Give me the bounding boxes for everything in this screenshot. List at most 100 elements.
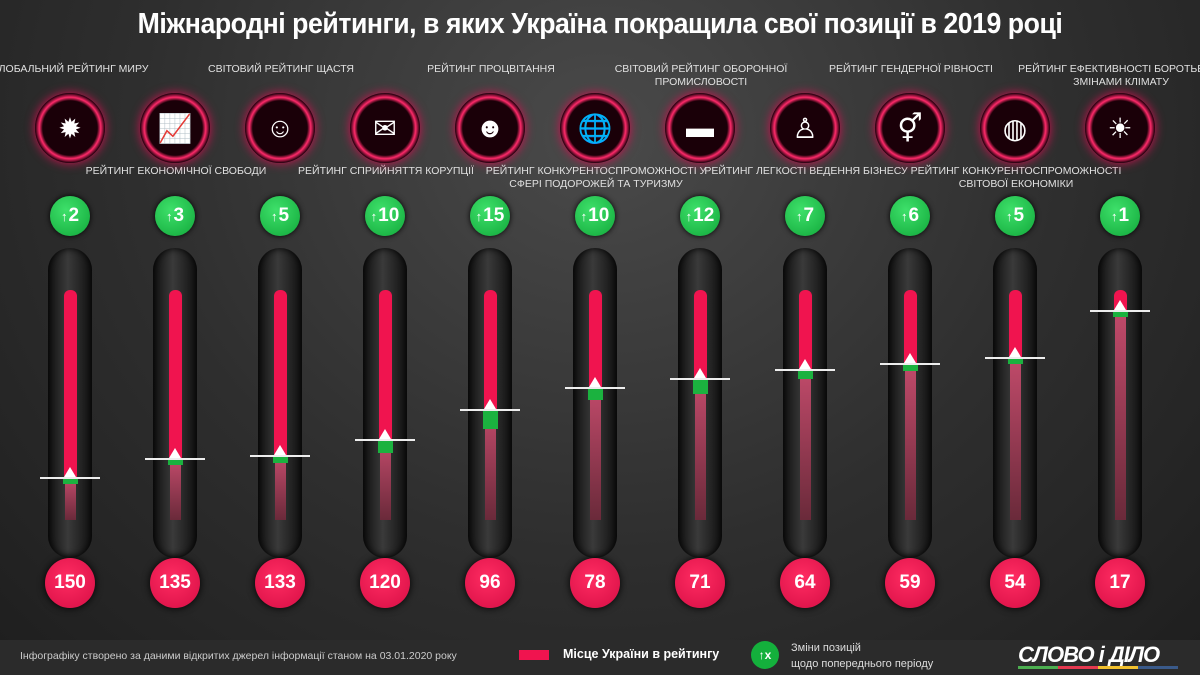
footer: [0, 640, 1200, 675]
rank-bar-remainder: [1010, 357, 1021, 520]
change-badge: ↑ 6: [890, 196, 930, 236]
rank-marker-line: [145, 457, 205, 460]
rank-value: 96: [465, 558, 515, 608]
ranking-column: Рейтинг процвітання ☻ ↑ 15 96: [427, 0, 555, 640]
logo: СЛОВО і ДІЛО: [1018, 642, 1160, 667]
rank-marker-line: [1090, 310, 1150, 313]
change-marker: [1113, 311, 1128, 318]
rank-marker-line: [670, 377, 730, 380]
change-value: 15: [483, 205, 505, 226]
smiley-icon: ☺: [245, 93, 315, 163]
rank-value: 17: [1095, 558, 1145, 608]
sun-thermometer-icon: ☀: [1085, 93, 1155, 163]
change-marker: [273, 456, 288, 463]
ranking-column: Глобальний рейтинг миру ✹ ↑ 2 150: [0, 0, 148, 640]
change-value: 2: [68, 205, 80, 226]
rank-value: 78: [570, 558, 620, 608]
ranking-label: Рейтинг сприйняття корупції: [298, 165, 474, 177]
legend-change-badge: ↑x: [751, 641, 779, 669]
legend-change-label: Зміни позицій щодо попереднього періоду: [791, 640, 933, 672]
rank-marker-line: [775, 369, 835, 371]
rank-bar-remainder: [380, 440, 391, 520]
rank-value: 135: [150, 558, 200, 608]
rank-bar-remainder: [1115, 311, 1126, 520]
rank-marker-line: [985, 356, 1045, 359]
up-arrow-icon: [589, 376, 601, 387]
change-marker: [903, 363, 918, 372]
rank-value: 120: [360, 558, 410, 608]
up-arrow-icon: [64, 466, 76, 477]
source-note: Інфографіку створено за даними відкритих…: [20, 650, 457, 662]
rank-value: 59: [885, 558, 935, 608]
change-value: 3: [173, 205, 185, 226]
change-value: 7: [803, 205, 815, 226]
world-economy-icon: ◍: [980, 93, 1050, 163]
rank-bar-remainder: [590, 387, 601, 520]
ranking-label: Рейтинг ефективності боротьби зі змінами…: [1018, 63, 1200, 88]
ranking-column: Рейтинг конкурентоспроможності світової …: [911, 0, 1121, 640]
up-arrow-icon: [799, 359, 811, 369]
ranking-column: Рейтинг гендерної рівності ⚥ ↑ 6 59: [829, 0, 993, 640]
ranking-column: Рейтинг економічної свободи 📈 ↑ 3 135: [86, 0, 266, 640]
change-value: 10: [378, 205, 400, 226]
growth-chart-icon: 📈: [140, 93, 210, 163]
rank-bar: [484, 290, 497, 410]
rank-marker-line: [460, 409, 520, 411]
ranking-column: Світовий рейтинг оборонної промисловості…: [615, 0, 787, 640]
explosion-icon: ✹: [35, 93, 105, 163]
rank-bar-remainder: [65, 477, 76, 520]
up-arrow-icon: [379, 429, 391, 439]
change-badge: ↑ 1: [1100, 196, 1140, 236]
rank-marker-line: [565, 386, 625, 389]
change-marker: [588, 387, 603, 400]
page-title: Міжнародні рейтинги, в яких Україна покр…: [137, 8, 1063, 40]
rank-bar: [1009, 290, 1022, 358]
money-envelope-icon: ✉: [350, 93, 420, 163]
rank-value: 54: [990, 558, 1040, 608]
change-badge: ↑ 10: [575, 196, 615, 236]
rank-bar-remainder: [170, 458, 181, 520]
legend-change-line2: щодо попереднього періоду: [791, 658, 934, 670]
tank-icon: ▬: [665, 93, 735, 163]
change-marker: [168, 458, 183, 465]
up-arrow-icon: [1009, 346, 1021, 357]
change-marker: [378, 440, 393, 453]
rank-marker-line: [880, 362, 940, 365]
ranking-label: Рейтинг процвітання: [427, 63, 555, 75]
legend-change-line1: Зміни позицій: [791, 642, 861, 654]
rank-bar-remainder: [695, 378, 706, 520]
up-arrow-icon: [694, 367, 706, 378]
rank-bar-remainder: [275, 456, 286, 520]
rank-bar: [799, 290, 812, 370]
rank-bar-remainder: [800, 370, 811, 520]
change-marker: [483, 410, 498, 429]
logo-stripe: [1018, 666, 1178, 669]
rank-bar: [274, 290, 287, 457]
change-value: 12: [693, 205, 715, 226]
change-value: 10: [588, 205, 610, 226]
rank-bar: [694, 290, 707, 379]
ranking-column: Рейтинг сприйняття корупції ✉ ↑ 10 120: [298, 0, 474, 640]
rank-value: 150: [45, 558, 95, 608]
rank-bar-remainder: [485, 410, 496, 520]
rank-value: 64: [780, 558, 830, 608]
change-badge: ↑ 10: [365, 196, 405, 236]
change-badge: ↑ 15: [470, 196, 510, 236]
change-badge: ↑ 12: [680, 196, 720, 236]
legend-rank-label: Місце України в рейтингу: [563, 647, 720, 661]
up-arrow-icon: [274, 445, 286, 456]
ranking-column: Рейтинг легкості ведення бізнесу ♙ ↑ 7 64: [704, 0, 908, 640]
up-arrow-icon: [904, 352, 916, 363]
change-value: 5: [278, 205, 290, 226]
ranking-column: Рейтинг ефективності боротьби зі змінами…: [1018, 0, 1200, 640]
change-marker: [63, 477, 78, 484]
ranking-label: Рейтинг економічної свободи: [85, 165, 267, 177]
change-badge: ↑ 5: [260, 196, 300, 236]
rank-bar: [169, 290, 182, 459]
up-arrow-icon: [169, 447, 181, 458]
rank-marker-line: [355, 439, 415, 441]
ranking-label: Рейтинг легкості ведення бізнесу: [704, 165, 908, 177]
rank-bar: [379, 290, 392, 440]
globe-plane-icon: 🌐: [560, 93, 630, 163]
ranking-label: Світовий рейтинг щастя: [208, 63, 354, 75]
